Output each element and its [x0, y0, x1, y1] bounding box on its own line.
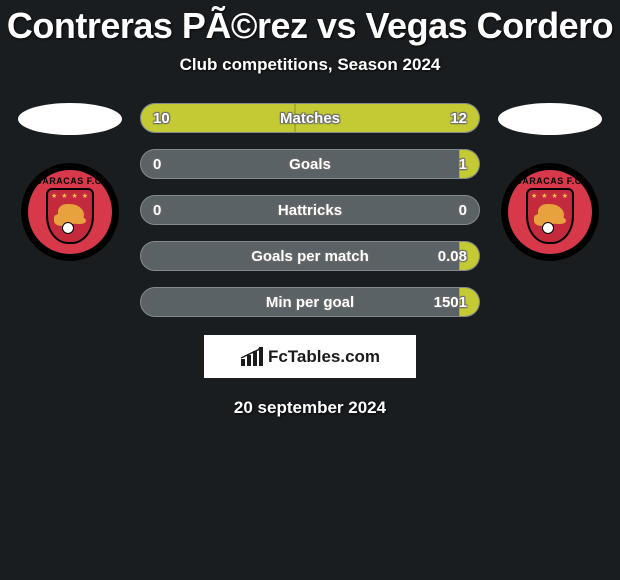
subtitle: Club competitions, Season 2024: [0, 55, 620, 75]
ball-icon: [62, 222, 74, 234]
stat-label: Hattricks: [278, 202, 342, 219]
stat-value-left: 0: [153, 156, 161, 173]
player-left-col: CARACAS F.C.: [18, 103, 122, 261]
shield-icon: [526, 188, 574, 244]
player-left-club-badge: CARACAS F.C.: [21, 163, 119, 261]
page-title: Contreras PÃ©rez vs Vegas Cordero: [0, 5, 620, 47]
player-right-club-badge: CARACAS F.C.: [501, 163, 599, 261]
player-left-avatar: [18, 103, 122, 135]
club-name-left: CARACAS F.C.: [35, 176, 105, 186]
player-right-avatar: [498, 103, 602, 135]
brand-badge: FcTables.com: [204, 335, 416, 378]
comparison-card: Contreras PÃ©rez vs Vegas Cordero Club c…: [0, 0, 620, 418]
stat-value-right: 1501: [434, 294, 467, 311]
stat-value-right: 0: [459, 202, 467, 219]
stat-value-left: 10: [153, 110, 170, 127]
main-row: CARACAS F.C. 10Matches120Goals10Hattrick…: [0, 103, 620, 317]
bars-chart-icon: [240, 347, 264, 367]
ball-icon: [542, 222, 554, 234]
shield-icon: [46, 188, 94, 244]
stat-bar: Min per goal 1501: [140, 287, 480, 317]
date-line: 20 september 2024: [0, 398, 620, 418]
stat-bar: 0 Hattricks 0: [140, 195, 480, 225]
stat-label: Matches: [280, 110, 340, 127]
stat-value-right: 1: [459, 156, 467, 173]
stat-bar: 10 Matches 12: [140, 103, 480, 133]
stat-bar: Goals per match 0.08: [140, 241, 480, 271]
stat-bars: 10Matches120Goals10Hattricks0Goals per m…: [140, 103, 480, 317]
stat-label: Goals per match: [251, 248, 369, 265]
stat-value-left: 0: [153, 202, 161, 219]
stat-label: Min per goal: [266, 294, 354, 311]
stat-value-right: 12: [450, 110, 467, 127]
club-name-right: CARACAS F.C.: [515, 176, 585, 186]
stat-bar: 0 Goals 1: [140, 149, 480, 179]
brand-text: FcTables.com: [268, 347, 380, 367]
stat-label: Goals: [289, 156, 331, 173]
stat-value-right: 0.08: [438, 248, 467, 265]
player-right-col: CARACAS F.C.: [498, 103, 602, 261]
